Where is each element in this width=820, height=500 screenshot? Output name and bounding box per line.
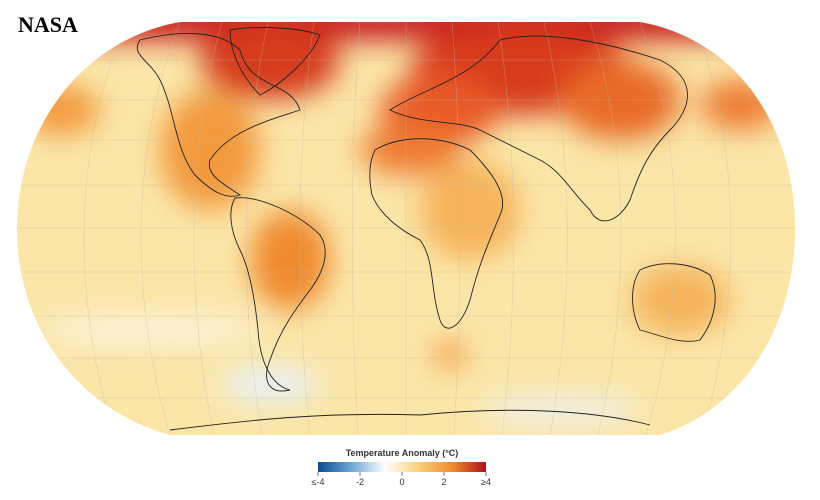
colorbar — [318, 462, 486, 472]
colorbar-tick-label: ≥4 — [481, 477, 491, 487]
graticule — [17, 22, 795, 435]
coastlines — [137, 27, 716, 431]
colorbar-tick-label: -2 — [356, 477, 364, 487]
legend-title: Temperature Anomaly (°C) — [346, 448, 459, 458]
map — [17, 22, 795, 435]
colorbar-tick-label: ≤-4 — [312, 477, 325, 487]
colorbar-tick-label: 2 — [441, 477, 446, 487]
colorbar-tick-label: 0 — [399, 477, 404, 487]
brand-title: NASA — [18, 12, 78, 37]
